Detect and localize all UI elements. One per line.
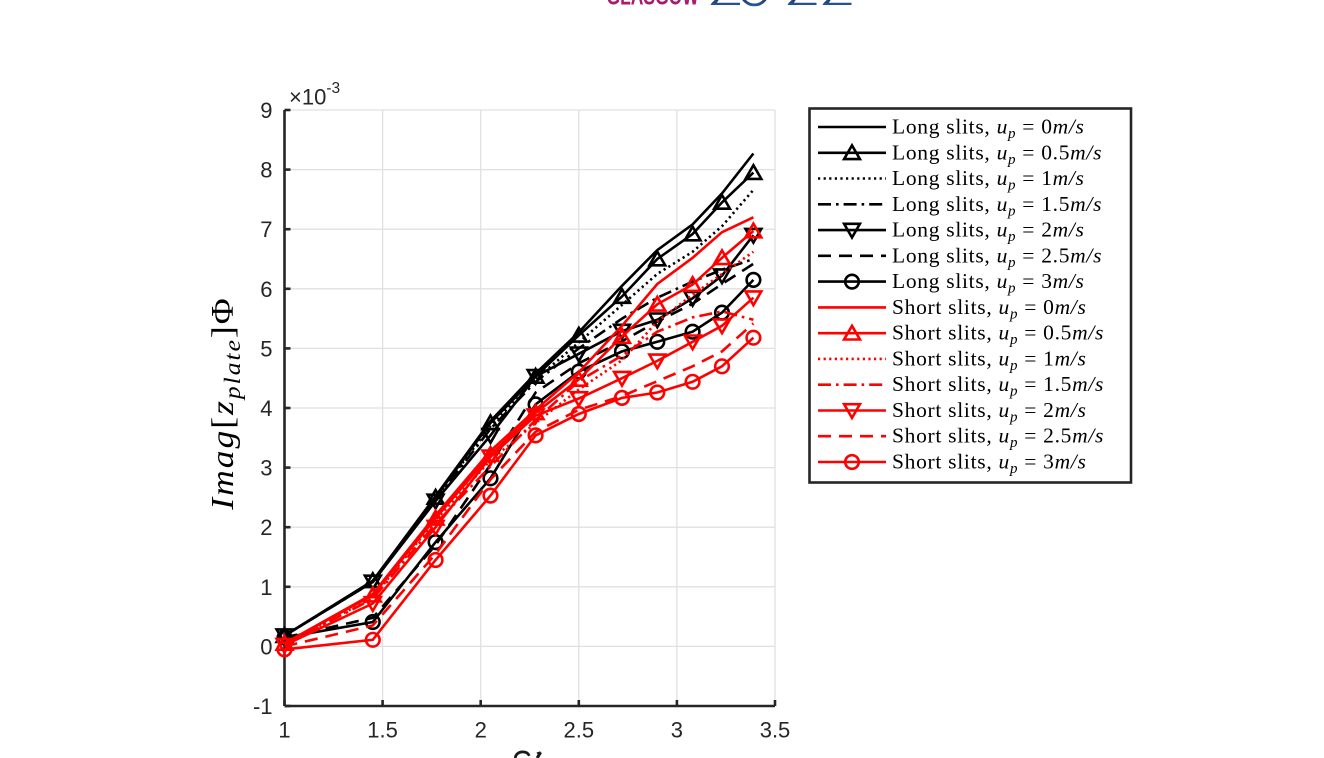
- svg-text:GLASGOW: GLASGOW: [607, 0, 700, 10]
- svg-text:Short slits, up = 2m/s: Short slits, up = 2m/s: [892, 398, 1087, 426]
- svg-text:Long slits, up = 2m/s: Long slits, up = 2m/s: [892, 218, 1085, 246]
- svg-text:Short slits, up = 1m/s: Short slits, up = 1m/s: [892, 346, 1087, 374]
- svg-text:Short slits, up = 2.5m/s: Short slits, up = 2.5m/s: [892, 424, 1104, 452]
- svg-text:Long slits, up = 1.5m/s: Long slits, up = 1.5m/s: [892, 192, 1102, 220]
- svg-text:Short slits, up = 3m/s: Short slits, up = 3m/s: [892, 450, 1087, 478]
- svg-text:4: 4: [260, 396, 272, 421]
- svg-text:×10-3: ×10-3: [289, 80, 340, 110]
- svg-text:3: 3: [671, 718, 683, 743]
- svg-text:1: 1: [260, 575, 272, 600]
- svg-text:1: 1: [278, 718, 290, 743]
- svg-text:Long slits, up = 3m/s: Long slits, up = 3m/s: [892, 269, 1085, 297]
- svg-text:Long slits, up = 2.5m/s: Long slits, up = 2.5m/s: [892, 243, 1102, 271]
- svg-text:Short slits, up = 0.5m/s: Short slits, up = 0.5m/s: [892, 321, 1104, 349]
- svg-text:Long slits, up = 1m/s: Long slits, up = 1m/s: [892, 166, 1085, 194]
- svg-text:Imag[zplate]Φ: Imag[zplate]Φ: [206, 296, 246, 510]
- svg-text:2: 2: [260, 515, 272, 540]
- svg-text:Long slits, up = 0m/s: Long slits, up = 0m/s: [892, 115, 1085, 143]
- svg-text:2: 2: [475, 718, 487, 743]
- svg-text:9: 9: [260, 98, 272, 123]
- svg-text:6: 6: [260, 277, 272, 302]
- svg-text:1.5: 1.5: [367, 718, 398, 743]
- svg-text:0: 0: [260, 634, 272, 659]
- svg-text:2.5: 2.5: [564, 718, 595, 743]
- svg-text:8: 8: [260, 158, 272, 183]
- svg-text:-1: -1: [253, 694, 273, 719]
- svg-text:3.5: 3.5: [760, 718, 791, 743]
- svg-text:5: 5: [260, 336, 272, 361]
- svg-text:7: 7: [260, 217, 272, 242]
- svg-text:3: 3: [260, 456, 272, 481]
- svg-text:Long slits, up = 0.5m/s: Long slits, up = 0.5m/s: [892, 140, 1102, 168]
- svg-text:Short slits, up = 1.5m/s: Short slits, up = 1.5m/s: [892, 372, 1104, 400]
- svg-text:Short slits, up = 0m/s: Short slits, up = 0m/s: [892, 295, 1087, 323]
